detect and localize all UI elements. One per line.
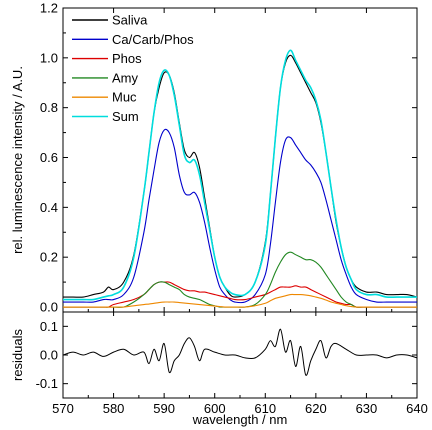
y-tick-label: 0.0: [40, 300, 58, 315]
x-tick-label: 610: [254, 401, 276, 416]
y-tick-label: 1.0: [40, 50, 58, 65]
x-tick-label: 570: [52, 401, 74, 416]
legend-label: Muc: [112, 90, 137, 105]
y-axis-title: rel. luminescence intensity / A.U.: [10, 66, 25, 254]
ca-carb-phos-series-line: [63, 128, 417, 304]
y-tick-label: 1.2: [40, 1, 58, 16]
legend-label: Saliva: [112, 13, 148, 28]
sum-series-line: [63, 49, 417, 301]
residuals-series-line: [62, 328, 418, 376]
y-tick-label: 0.2: [40, 250, 58, 265]
legend-label: Amy: [112, 70, 139, 85]
spectrum-panel: 0.0 0.2 0.4 0.6 0.8 1.0 1.2 rel. luminescence i…: [10, 1, 418, 315]
legend-label: Phos: [112, 51, 142, 66]
x-tick-label: 640: [406, 401, 428, 416]
x-tick-label: 620: [305, 401, 327, 416]
y-tick-label: 0.6: [40, 150, 58, 165]
residuals-axis-title: residuals: [10, 328, 25, 381]
x-tick-label: 580: [103, 401, 125, 416]
x-axis-title: wavelength / nm: [192, 412, 288, 427]
y-tick-label: 0.4: [40, 200, 58, 215]
residual-y-tick-label: 0.0: [40, 348, 58, 363]
legend-label: Ca/Carb/Phos: [112, 32, 194, 47]
x-tick-label: 630: [356, 401, 378, 416]
x-tick-label: 600: [204, 401, 226, 416]
muc-series-line: [63, 293, 417, 308]
legend-label: Sum: [112, 109, 139, 124]
residual-y-tick-label: 0.1: [40, 319, 58, 334]
residual-y-tick-label: -0.1: [36, 376, 58, 391]
residuals-panel: 570 580 590 600 610 620 630 640 -0.1 0.0 0.1 residu…: [10, 311, 428, 427]
y-tick-label: 0.8: [40, 100, 58, 115]
x-tick-label: 590: [153, 401, 175, 416]
